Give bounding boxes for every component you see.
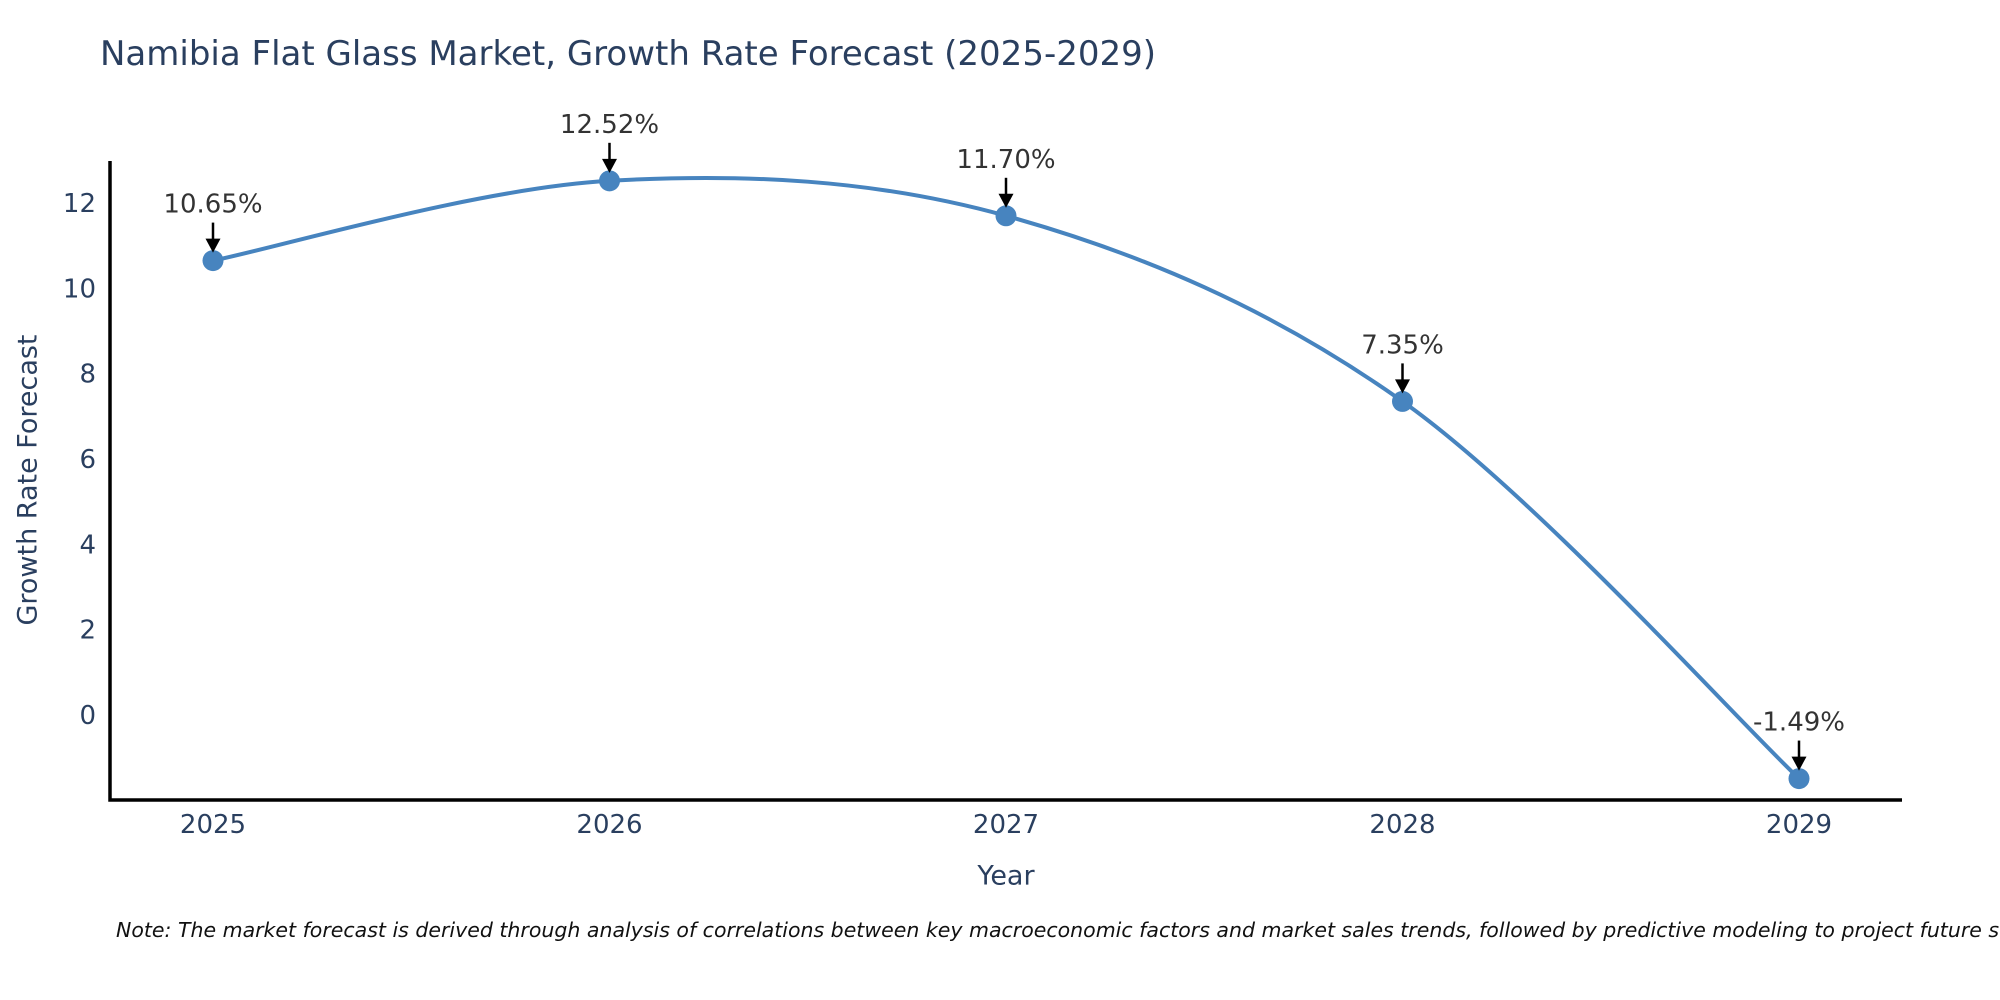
x-tick-label: 2027 bbox=[973, 810, 1039, 840]
y-tick-label: 8 bbox=[79, 360, 96, 390]
y-tick-label: 0 bbox=[79, 701, 96, 731]
data-point[interactable] bbox=[1788, 768, 1810, 790]
annotation-arrowhead-icon bbox=[998, 193, 1014, 208]
axis-spines bbox=[108, 161, 1902, 802]
data-point[interactable] bbox=[995, 205, 1017, 227]
x-tick-label: 2026 bbox=[576, 810, 642, 840]
annotation-value-label: -1.49% bbox=[1753, 708, 1845, 738]
annotation-arrowhead-icon bbox=[602, 158, 617, 173]
y-tick-label: 12 bbox=[63, 189, 96, 219]
data-point[interactable] bbox=[1392, 390, 1413, 412]
annotation-value-label: 12.52% bbox=[560, 110, 659, 140]
data-point[interactable] bbox=[599, 170, 620, 192]
data-point[interactable] bbox=[202, 250, 224, 272]
forecast-line bbox=[211, 175, 1801, 781]
y-tick-label: 6 bbox=[79, 445, 96, 475]
annotation-value-label: 10.65% bbox=[163, 190, 262, 220]
x-tick-label: 2029 bbox=[1766, 810, 1832, 840]
footnote: Note: The market forecast is derived thr… bbox=[116, 918, 2000, 942]
y-tick-label: 10 bbox=[63, 274, 96, 304]
annotation-value-label: 11.70% bbox=[956, 145, 1055, 175]
x-tick-label: 2025 bbox=[180, 810, 246, 840]
annotation-arrowhead-icon bbox=[205, 238, 221, 253]
annotation-value-label: 7.35% bbox=[1361, 330, 1444, 360]
annotation-arrowhead-icon bbox=[1791, 756, 1807, 771]
annotation-arrowhead-icon bbox=[1395, 379, 1410, 394]
chart-title: Namibia Flat Glass Market, Growth Rate F… bbox=[100, 34, 1157, 74]
x-axis-title: Year bbox=[977, 860, 1035, 892]
y-tick-label: 4 bbox=[79, 530, 96, 560]
y-tick-label: 2 bbox=[79, 616, 96, 646]
x-tick-label: 2028 bbox=[1369, 810, 1435, 840]
